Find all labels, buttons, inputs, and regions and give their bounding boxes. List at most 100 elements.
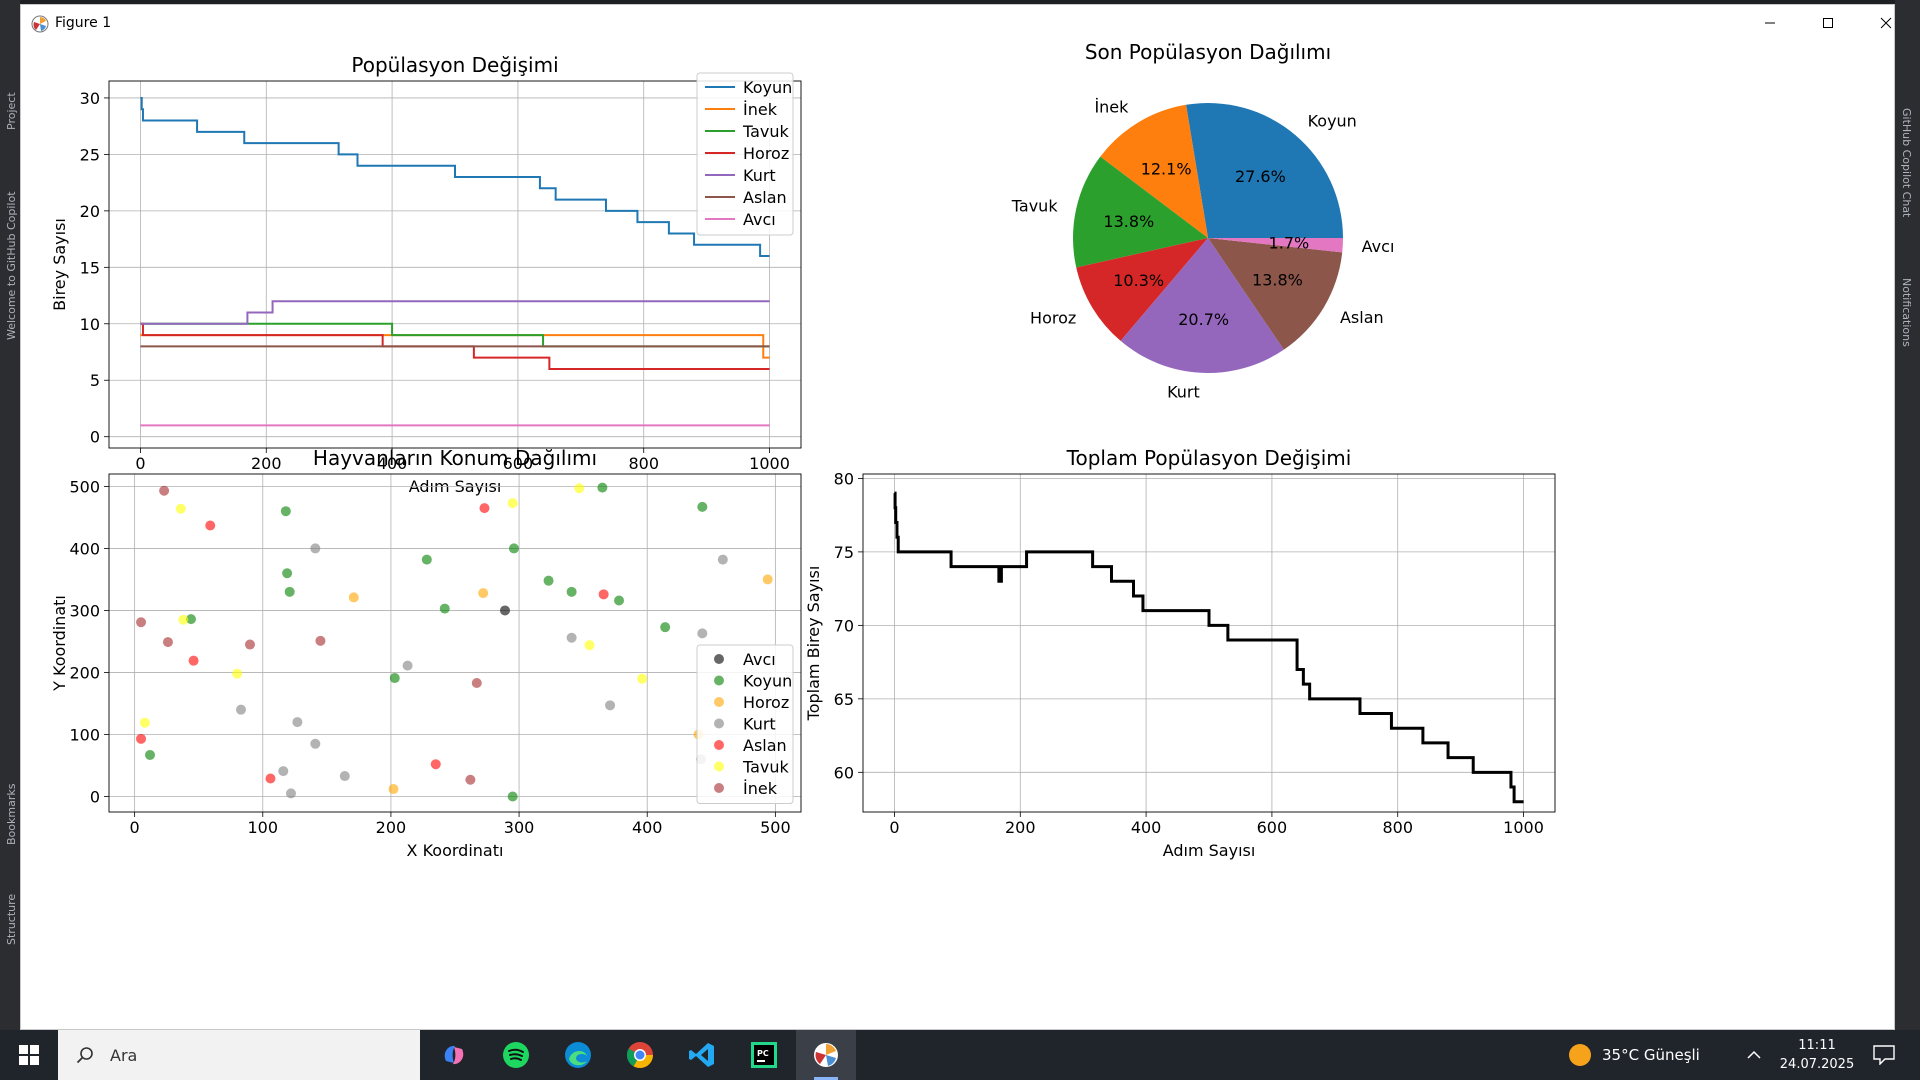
point-3-10 — [339, 771, 350, 782]
point-4-0 — [205, 520, 216, 531]
start-button[interactable] — [0, 1030, 58, 1080]
point-1-11 — [697, 501, 708, 512]
taskbar-pycharm[interactable]: PC — [734, 1030, 794, 1080]
notification-center[interactable] — [1864, 1030, 1904, 1080]
pie-label-0: Koyun — [1308, 112, 1357, 131]
taskbar-copilot[interactable] — [424, 1030, 484, 1080]
position-chart-xtick-label: 300 — [504, 818, 535, 837]
point-1-2 — [284, 586, 295, 597]
clock[interactable]: 11:11 24.07.2025 — [1776, 1036, 1858, 1074]
point-3-6 — [292, 717, 303, 728]
point-3-0 — [310, 543, 321, 554]
point-5-2 — [574, 483, 585, 494]
chevron-up-icon — [1747, 1050, 1761, 1059]
total-chart-ytick-label: 65 — [834, 690, 854, 709]
copilot-icon — [444, 1045, 464, 1065]
position-chart-frame — [108, 473, 802, 813]
ide-tab-structure[interactable]: Structure — [5, 893, 18, 945]
legend-marker-6 — [714, 783, 724, 793]
point-6-2 — [162, 637, 173, 648]
pie-label-3: Horoz — [1030, 309, 1076, 328]
pie-label-2: Tavuk — [1011, 196, 1059, 215]
point-5-3 — [178, 614, 189, 625]
point-4-4 — [136, 733, 147, 744]
clock-date: 24.07.2025 — [1779, 1057, 1855, 1072]
legend-marker-0 — [714, 654, 724, 664]
taskbar-chrome[interactable] — [610, 1030, 670, 1080]
ide-tab-project[interactable]: Project — [5, 92, 18, 130]
ide-tab-bookmarks[interactable]: Bookmarks — [5, 783, 18, 845]
pie-pct-5: 13.8% — [1252, 271, 1303, 290]
weather-widget[interactable]: 35°C Güneşli — [1568, 1030, 1700, 1080]
total-chart-ytick-label: 75 — [834, 543, 854, 562]
minimize-icon — [1765, 22, 1775, 24]
total-chart-xtick-label: 1000 — [1503, 818, 1544, 837]
point-3-7 — [310, 738, 321, 749]
taskbar-edge[interactable] — [548, 1030, 608, 1080]
maximize-button[interactable] — [1799, 5, 1857, 41]
pie-pct-4: 20.7% — [1178, 310, 1229, 329]
ide-tab-welcome[interactable]: Welcome to GitHub Copilot — [5, 191, 18, 340]
taskbar: Ara PC — [0, 1030, 1920, 1080]
taskbar-search[interactable]: Ara — [58, 1030, 420, 1080]
position-chart-ytick-label: 300 — [69, 601, 100, 620]
notification-icon — [1873, 1045, 1895, 1065]
point-3-2 — [566, 632, 577, 643]
point-1-4 — [439, 603, 450, 614]
point-3-5 — [235, 704, 246, 715]
point-1-5 — [508, 543, 519, 554]
title-bar[interactable]: Figure 1 — [21, 5, 1894, 41]
matplotlib-taskbar-icon — [814, 1043, 838, 1067]
point-2-1 — [478, 588, 489, 599]
point-6-1 — [136, 617, 147, 628]
population-chart-ytick-label: 30 — [80, 89, 100, 108]
point-4-2 — [598, 589, 609, 600]
population-chart-ytick-label: 5 — [90, 371, 100, 390]
point-1-1 — [282, 568, 293, 579]
point-6-6 — [465, 774, 476, 785]
total-series-group — [893, 491, 1524, 804]
position-chart-ytick-label: 0 — [90, 787, 100, 806]
population-chart-title: Popülasyon Değişimi — [351, 53, 558, 77]
point-1-12 — [186, 614, 197, 625]
total-chart-xtick-label: 200 — [1005, 818, 1036, 837]
legend-label-2: Tavuk — [742, 122, 790, 141]
position-chart-xtick-label: 100 — [248, 818, 279, 837]
position-chart-xtick-label: 500 — [760, 818, 791, 837]
point-6-0 — [159, 485, 170, 496]
total-chart-xtick-label: 800 — [1382, 818, 1413, 837]
legend-label-1: Koyun — [743, 672, 792, 691]
legend-box — [696, 72, 794, 236]
edge-icon — [565, 1042, 591, 1068]
windows-icon — [19, 1045, 39, 1065]
point-0-0 — [499, 605, 510, 616]
point-3-3 — [697, 628, 708, 639]
point-4-3 — [188, 655, 199, 666]
ide-tab-notifications[interactable]: Notifications — [1900, 278, 1913, 347]
population-line-0 — [140, 96, 770, 258]
sun-icon — [1569, 1044, 1591, 1066]
pycharm-icon: PC — [751, 1042, 777, 1068]
point-5-4 — [584, 640, 595, 651]
population-chart-xtick-label: 400 — [377, 454, 408, 473]
tray-overflow[interactable] — [1742, 1030, 1766, 1080]
taskbar-vscode[interactable] — [672, 1030, 732, 1080]
legend-marker-3 — [714, 718, 724, 729]
population-chart-xtick-label: 800 — [628, 454, 659, 473]
pie-pct-6: 1.7% — [1269, 233, 1310, 252]
taskbar-spotify[interactable] — [486, 1030, 546, 1080]
population-chart-ytick-label: 20 — [80, 202, 100, 221]
point-4-5 — [265, 773, 276, 784]
point-6-3 — [244, 639, 255, 650]
ide-tab-copilot-chat[interactable]: GitHub Copilot Chat — [1900, 108, 1913, 218]
total-chart-xtick-label: 600 — [1257, 818, 1288, 837]
minimize-button[interactable] — [1741, 5, 1799, 41]
population-chart-axes: 0 200 400 600 800 1000 0 5 10 15 20 25 30 Popülasyon … — [50, 53, 802, 496]
close-button[interactable] — [1857, 5, 1915, 41]
taskbar-python-figure[interactable] — [796, 1030, 856, 1080]
pie-slice-3 — [1076, 238, 1208, 341]
vscode-icon — [689, 1043, 714, 1067]
point-2-0 — [348, 592, 359, 603]
pie-pct-3: 10.3% — [1113, 271, 1164, 290]
pie-title: Son Popülasyon Dağılımı — [1085, 41, 1331, 64]
